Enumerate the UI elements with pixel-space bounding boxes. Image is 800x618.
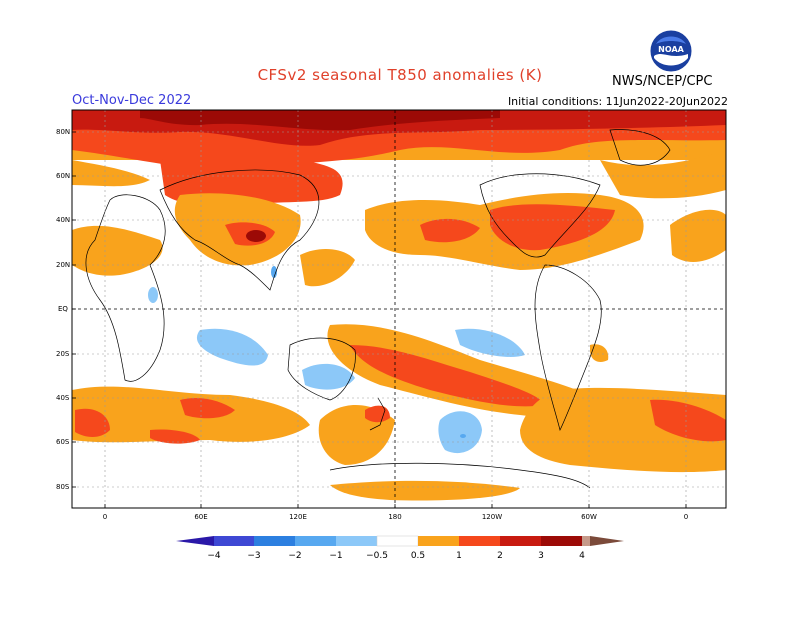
lon-label: 60W [581,513,597,521]
south-atlantic-warm-1 [650,399,726,442]
lon-label: 0 [684,513,688,521]
australia-cool [302,363,355,390]
colorbar-label: 1 [456,551,462,561]
lat-label: 20S [56,350,70,358]
colorbar-label: 3 [538,551,544,561]
south-pacific-warm-1 [350,345,545,407]
lat-label: 60N [56,172,70,180]
tibet-warm-3 [246,230,266,242]
asia-cool [271,266,277,278]
lon-label: 60E [194,513,207,521]
lat-label: 80N [56,128,70,136]
lat-label: 20N [56,261,70,269]
lat-label: 40S [56,394,70,402]
colorbar-label: −1 [329,551,342,561]
agency-label: NWS/NCEP/CPC [612,74,713,89]
west-eurasia-warm [72,160,150,187]
colorbar-label: −4 [207,551,221,561]
lat-label: 40N [56,216,70,224]
atlantic-east-warm [670,209,726,262]
logo-text: NOAA [658,45,684,54]
north-america-warm-1 [490,204,615,251]
colorbar-label: −2 [288,551,301,561]
noaa-logo-icon: NOAA [650,30,692,72]
colorbar-label: −0.5 [366,551,388,561]
colorbar-label: 0.5 [411,551,425,561]
colorbar-segment [254,536,295,546]
arctic-band-3 [140,110,500,131]
antarctic-warm [330,480,520,501]
pacific-warm-1 [420,218,480,243]
colorbar-label: 2 [497,551,503,561]
lat-label: 80S [56,483,70,491]
brazil-warm [590,344,609,362]
coastlines [85,129,671,489]
colorbar-segment [214,536,254,546]
colorbar-segment [418,536,459,546]
season-label: Oct-Nov-Dec 2022 [72,93,192,108]
indian-ocean-cool [196,328,268,366]
south-indian-warm-1 [75,408,110,437]
africa-warm [72,225,163,276]
colorbar-segment [336,536,377,546]
south-pacific-cool [438,411,482,454]
colorbar-segment [541,536,582,546]
lat-label: EQ [58,305,68,313]
anomaly-shading [72,110,726,501]
graticule [72,110,726,508]
south-indian-warm-1c [150,429,200,444]
colorbar-segment [459,536,500,546]
africa-cool [148,287,158,303]
lon-label: 120E [289,513,307,521]
colorbar-segment [176,536,214,546]
colorbar-label: 4 [579,551,585,561]
lon-label: 0 [103,513,107,521]
map-title: CFSv2 seasonal T850 anomalies (K) [257,66,543,84]
colorbar-label: −3 [247,551,260,561]
south-indian-warm-1b [180,398,235,419]
north-atlantic-warm [600,150,726,199]
west-pacific-warm [300,248,355,287]
initial-conditions: Initial conditions: 11Jun2022-20Jun2022 [507,95,728,108]
colorbar-segment [295,536,336,546]
colorbar-segment [582,536,590,546]
colorbar-segment [590,536,624,546]
lon-label: 120W [482,513,502,521]
east-pacific-cool [455,328,525,357]
lon-label: 180 [388,513,401,521]
lat-label: 60S [56,438,70,446]
south-pacific-cool-1 [460,434,466,438]
colorbar-segment [500,536,541,546]
colorbar: −4 −3 −2 −1 −0.5 0.5 1 2 3 4 [176,535,624,561]
nz-warm-1 [365,405,390,423]
colorbar-segment [376,535,419,547]
